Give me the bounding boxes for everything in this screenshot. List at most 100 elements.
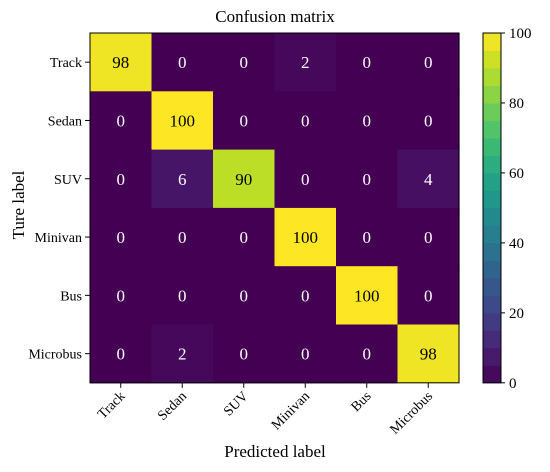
y-tick-label: Sedan	[48, 114, 82, 129]
x-axis-label: Predicted label	[224, 442, 326, 461]
cell-value: 0	[424, 228, 433, 247]
heatmap-cell	[213, 91, 276, 151]
heatmap-cell	[90, 149, 153, 209]
colorbar-swatch	[483, 225, 501, 244]
x-tick-label: SUV	[221, 389, 251, 419]
cell-value: 2	[178, 345, 187, 364]
colorbar-tick-label: 40	[509, 236, 524, 252]
cell-value: 0	[301, 345, 310, 364]
cell-value: 0	[363, 53, 372, 72]
x-tick-label: Microbus	[388, 389, 437, 438]
chart-title: Confusion matrix	[215, 7, 335, 26]
heatmap-cell	[213, 266, 276, 326]
heatmap-cell	[151, 149, 214, 209]
y-tick-label: Bus	[60, 289, 82, 304]
heatmap-cell	[90, 91, 153, 151]
cell-value: 0	[424, 111, 433, 130]
cell-value: 0	[240, 228, 249, 247]
cell-value: 0	[117, 345, 126, 364]
cell-value: 0	[363, 170, 372, 189]
heatmap-cell	[336, 324, 399, 384]
heatmap-cell	[151, 207, 214, 267]
cell-value: 0	[240, 53, 249, 72]
colorbar-swatch	[483, 67, 501, 86]
heatmap-cell	[397, 324, 460, 384]
cell-value: 0	[301, 286, 310, 305]
x-tick-label: Bus	[349, 389, 375, 415]
heatmap-cell	[336, 91, 399, 151]
heatmap-cell	[90, 207, 153, 267]
cell-value: 0	[117, 228, 126, 247]
heatmap-cell	[397, 91, 460, 151]
colorbar-tick-label: 20	[509, 306, 524, 322]
heatmap-cell	[336, 207, 399, 267]
cell-value: 90	[235, 170, 252, 189]
colorbar-swatch	[483, 207, 501, 226]
cell-value: 0	[178, 228, 187, 247]
heatmap-cell	[274, 91, 337, 151]
cell-value: 0	[240, 111, 249, 130]
colorbar-tick-label: 0	[509, 376, 517, 392]
heatmap-cell	[397, 149, 460, 209]
x-tick-label: Minivan	[269, 389, 313, 433]
cell-value: 100	[354, 286, 380, 305]
cell-value: 0	[240, 286, 249, 305]
colorbar-tick-label: 60	[509, 166, 524, 182]
heatmap-cells	[90, 33, 460, 384]
colorbar-swatch	[483, 330, 501, 349]
y-tick-label: Minivan	[35, 231, 82, 246]
heatmap-cell	[90, 324, 153, 384]
plot-frame	[89, 32, 460, 384]
cell-value: 0	[178, 53, 187, 72]
colorbar-swatch	[483, 50, 501, 69]
colorbar-ticks: 0 20 40 60 80 100	[501, 26, 532, 392]
cell-value: 0	[424, 53, 433, 72]
y-tick-label: Track	[50, 56, 82, 71]
heatmap-cell	[213, 324, 276, 384]
colorbar-swatch	[483, 242, 501, 261]
colorbar-swatch	[483, 33, 501, 51]
colorbar-swatch	[483, 172, 501, 191]
cell-value: 6	[178, 170, 187, 189]
cell-value: 0	[240, 345, 249, 364]
cell-value: 4	[424, 170, 433, 189]
cell-value: 2	[301, 53, 310, 72]
heatmap-cell	[336, 266, 399, 326]
colorbar	[483, 33, 501, 384]
heatmap-cell	[213, 207, 276, 267]
y-tick-label: Microbus	[28, 348, 82, 363]
cell-value: 100	[293, 228, 319, 247]
colorbar-swatch	[483, 347, 501, 366]
cell-value: 0	[301, 170, 310, 189]
cell-value-labels: 98 0 0 2 0 0 0 100 0 0 0 0 0 6 90 0 0 4 0 0 0 100 0 0 0 0 0 0 100 0 0 2…	[112, 53, 437, 364]
heatmap-cell	[397, 207, 460, 267]
heatmap-cell	[213, 33, 276, 92]
heatmap-cell	[274, 207, 337, 267]
cell-value: 98	[420, 345, 437, 364]
heatmap-cell	[90, 266, 153, 326]
cell-value: 0	[363, 228, 372, 247]
heatmap-cell	[274, 324, 337, 384]
heatmap-cell	[151, 91, 214, 151]
colorbar-swatch	[483, 137, 501, 156]
y-axis-ticks: Track Sedan SUV Minivan Bus Microbus	[28, 56, 90, 363]
heatmap-cell	[213, 149, 276, 209]
colorbar-swatch	[483, 365, 501, 384]
heatmap-cell	[90, 33, 153, 92]
cell-value: 0	[117, 111, 126, 130]
heatmap-cell	[397, 266, 460, 326]
colorbar-swatch	[483, 155, 501, 174]
y-axis-label: Ture label	[9, 170, 28, 239]
heatmap-cell	[151, 33, 214, 92]
heatmap-cell	[274, 33, 337, 92]
heatmap-cell	[336, 149, 399, 209]
heatmap-cell	[274, 149, 337, 209]
x-tick-label: Sedan	[155, 389, 190, 424]
colorbar-swatch	[483, 312, 501, 331]
y-tick-label: SUV	[54, 173, 82, 188]
colorbar-swatch	[483, 85, 501, 104]
colorbar-swatch	[483, 190, 501, 209]
heatmap-cell	[336, 33, 399, 92]
